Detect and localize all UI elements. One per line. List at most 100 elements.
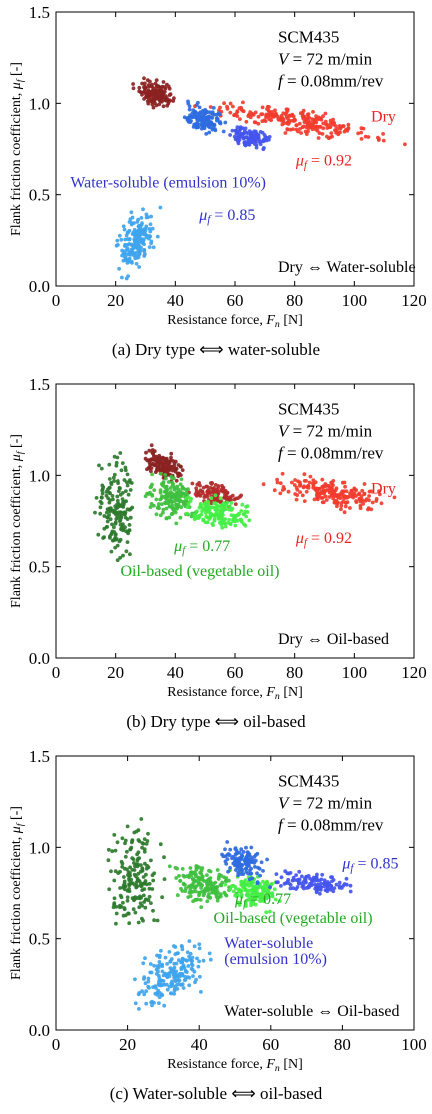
series-cluster [143,443,185,484]
data-point [142,242,146,247]
data-point [194,884,199,889]
data-point [225,840,230,844]
data-point [140,221,144,226]
data-point [137,89,142,94]
data-point [260,112,265,117]
data-point [357,497,362,502]
data-point [141,893,146,898]
data-point [197,942,202,947]
data-point [323,111,328,116]
data-point [158,97,163,102]
data-point [193,889,198,894]
data-point [123,244,127,248]
data-point [232,515,237,520]
data-point [181,986,186,990]
data-point [200,866,205,870]
data-point [156,988,161,993]
series-label: Oil-based (vegetable oil) [120,563,279,580]
data-point [148,962,153,966]
data-point [179,477,184,482]
data-point [157,983,162,988]
data-point [136,217,141,222]
data-point [243,899,248,904]
data-point [137,244,142,248]
data-point [112,479,116,483]
series-cluster [193,100,407,147]
data-point [107,462,112,467]
data-point [197,105,202,110]
data-point [126,873,130,877]
data-point [198,483,202,488]
data-point [298,483,302,487]
data-point [219,488,224,493]
data-point [308,124,312,128]
data-point [328,887,333,892]
condition-text: V = 72 m/min [278,49,373,68]
data-point [180,947,185,952]
data-point [143,91,148,96]
y-axis-label: Flank friction coefficient, μf [-] [9,434,26,608]
data-point [187,954,192,959]
data-point [183,889,188,893]
data-point [212,505,217,510]
data-point [317,131,322,136]
data-point [112,472,117,477]
data-point [161,104,166,109]
data-point [120,461,125,465]
data-point [114,243,119,248]
data-point [142,227,147,232]
x-tick-label: 100 [342,663,368,682]
data-point [279,875,284,880]
data-point [265,892,270,897]
data-point [354,499,358,503]
data-point [156,973,161,978]
data-point [244,882,249,887]
data-point [228,847,233,852]
data-point [149,901,153,905]
data-point [194,103,199,107]
data-point [125,472,130,477]
data-point [142,837,147,841]
data-point [136,838,141,842]
data-point [222,496,227,500]
data-point [120,253,124,258]
data-point [256,114,261,119]
data-point [295,487,300,492]
data-point [151,245,156,250]
data-point [343,484,347,489]
data-point [221,129,226,134]
data-point [193,879,198,883]
data-point [121,553,125,558]
x-tick-label: 0 [52,291,61,310]
data-point [320,872,325,877]
data-point [186,502,191,506]
data-point [137,905,142,910]
data-point [225,857,230,861]
data-point [176,494,181,499]
data-point [115,238,120,243]
data-point [304,117,309,121]
series-cluster [268,869,353,896]
data-point [99,466,104,471]
data-point [239,520,244,524]
data-point [122,907,127,912]
data-point [182,115,187,120]
data-point [152,918,157,923]
data-point [337,880,342,885]
data-point [210,481,214,486]
data-point [191,899,196,904]
data-point [212,501,217,506]
data-point [162,456,167,461]
series-label: Water-soluble [224,935,313,952]
data-point [155,92,159,97]
data-point [229,501,234,505]
data-point [253,902,258,907]
data-point [135,884,140,888]
data-point [158,91,163,96]
data-point [223,517,228,521]
data-point [107,513,111,517]
data-point [112,525,116,530]
data-point [177,497,182,502]
data-point [166,463,171,468]
data-point [119,895,124,900]
